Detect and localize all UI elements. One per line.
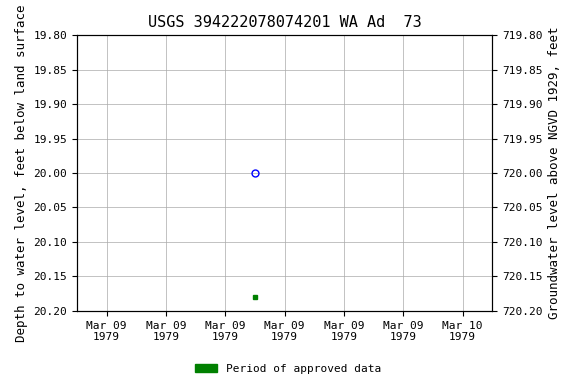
Y-axis label: Depth to water level, feet below land surface: Depth to water level, feet below land su… — [15, 4, 28, 342]
Y-axis label: Groundwater level above NGVD 1929, feet: Groundwater level above NGVD 1929, feet — [548, 27, 561, 319]
Legend: Period of approved data: Period of approved data — [191, 359, 385, 379]
Title: USGS 394222078074201 WA Ad  73: USGS 394222078074201 WA Ad 73 — [148, 15, 422, 30]
